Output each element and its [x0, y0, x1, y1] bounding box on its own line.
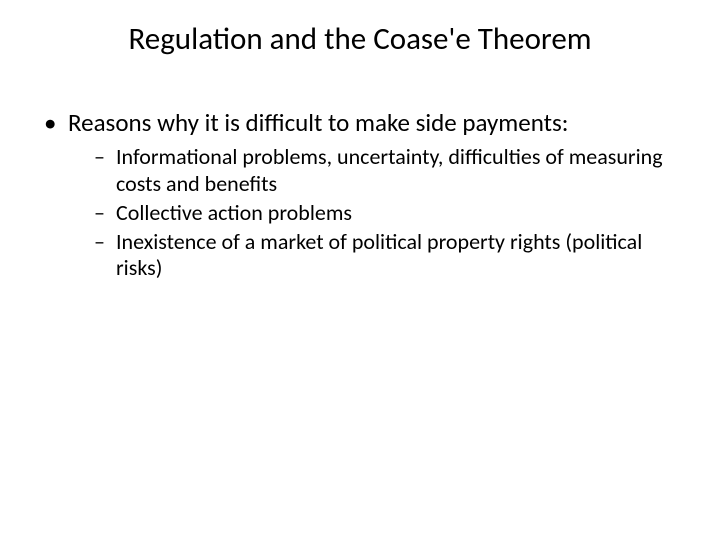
- bullet-list-level2: – Informational problems, uncertainty, d…: [68, 144, 678, 282]
- list-item: – Informational problems, uncertainty, d…: [68, 144, 678, 198]
- bullet-icon: •: [44, 108, 56, 139]
- list-item-text: Collective action problems: [116, 199, 352, 226]
- list-item-text: Informational problems, uncertainty, dif…: [116, 143, 663, 197]
- list-item: – Collective action problems: [68, 200, 678, 227]
- dash-icon: –: [94, 200, 105, 227]
- slide: Regulation and the Coase'e Theorem • Rea…: [0, 0, 720, 540]
- dash-icon: –: [94, 144, 105, 171]
- list-item-text: Reasons why it is difficult to make side…: [68, 107, 568, 138]
- bullet-list-level1: • Reasons why it is difficult to make si…: [42, 108, 678, 283]
- slide-title: Regulation and the Coase'e Theorem: [0, 0, 720, 58]
- list-item: • Reasons why it is difficult to make si…: [42, 108, 678, 283]
- slide-body: • Reasons why it is difficult to make si…: [0, 58, 720, 283]
- list-item: – Inexistence of a market of political p…: [68, 229, 678, 283]
- dash-icon: –: [94, 229, 105, 256]
- list-item-text: Inexistence of a market of political pro…: [116, 228, 642, 282]
